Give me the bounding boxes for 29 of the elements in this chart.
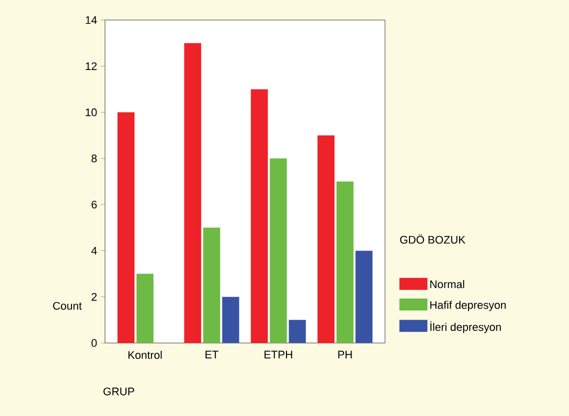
bar: [356, 250, 372, 343]
y-tick-label: 6: [92, 200, 97, 208]
legend-label: İleri depresyon: [430, 321, 501, 334]
y-axis-title: Count: [53, 302, 82, 310]
legend-label: Normal: [430, 280, 464, 288]
y-tick-label: 8: [92, 154, 97, 162]
x-axis-title: GRUP: [103, 388, 134, 396]
bar: [336, 182, 354, 343]
bar: [270, 158, 287, 343]
legend-title: GDÖ BOZUK: [400, 234, 466, 244]
y-tick-label: 12: [86, 62, 97, 70]
bar: [118, 112, 135, 343]
bar: [203, 228, 220, 343]
y-tick-label: 10: [86, 108, 97, 116]
bar: [318, 135, 334, 343]
bar: [250, 89, 268, 343]
x-tick-label: Kontrol: [128, 350, 162, 359]
y-tick-label: 2: [92, 293, 97, 301]
bar: [184, 43, 202, 343]
x-tick-label: ET: [206, 350, 218, 358]
bar: [136, 274, 154, 343]
y-tick-label: 14: [86, 16, 97, 24]
x-tick-label: PH: [338, 350, 352, 358]
bar: [222, 296, 240, 343]
legend-label: Hafif depresyon: [430, 300, 506, 312]
y-tick-label: 4: [91, 246, 97, 254]
y-tick-label: 0: [92, 339, 97, 347]
x-tick-label: ETPH: [264, 350, 292, 358]
bar: [288, 320, 306, 343]
